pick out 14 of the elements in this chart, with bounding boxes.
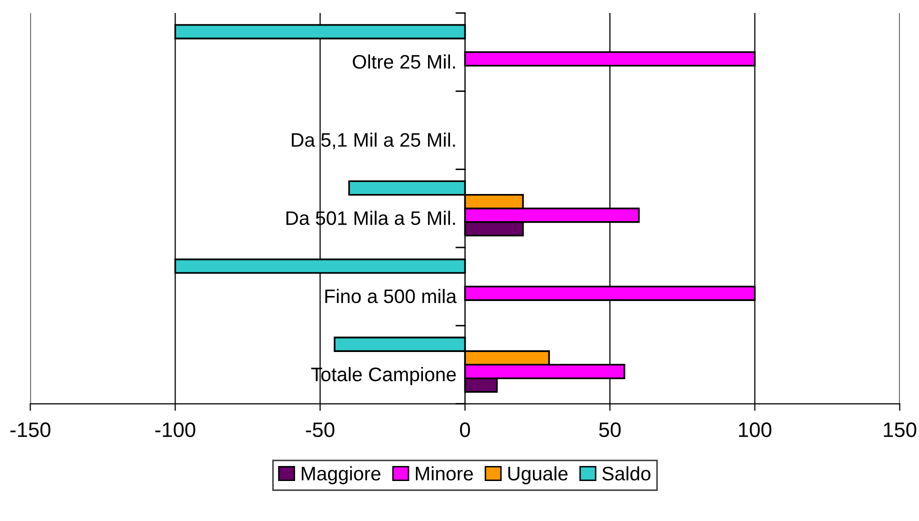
x-tick-label: 150 — [884, 422, 916, 438]
x-tick-label: 100 — [739, 422, 772, 438]
x-tick-label: 50 — [599, 422, 621, 438]
x-tick-label: 0 — [460, 422, 470, 438]
legend-label: Uguale — [508, 466, 568, 484]
y-tick-label: Fino a 500 mila — [325, 288, 457, 304]
y-tick-label: Da 5,1 Mil a 25 Mil. — [292, 132, 455, 150]
x-tick-label: -50 — [306, 422, 334, 438]
x-tick-label: -100 — [155, 422, 196, 438]
legend-label: Maggiore — [302, 466, 380, 484]
legend-label: Minore — [416, 466, 473, 481]
x-tick-label: -150 — [10, 422, 50, 438]
y-tick-label: Oltre 25 Mil. — [352, 54, 455, 69]
legend-label: Saldo — [602, 466, 650, 481]
